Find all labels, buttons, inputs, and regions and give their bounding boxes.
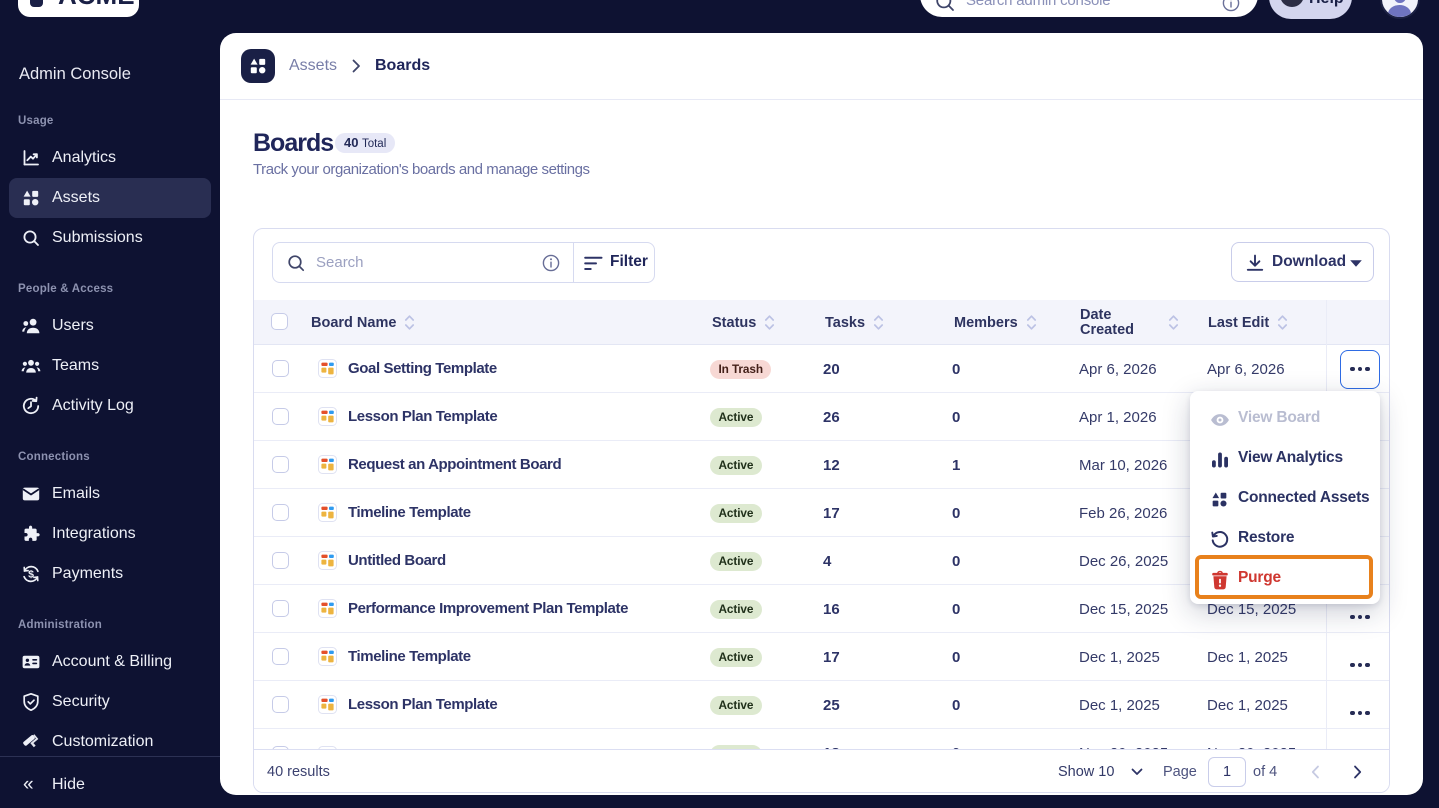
svg-text:$: $ [28, 569, 34, 581]
